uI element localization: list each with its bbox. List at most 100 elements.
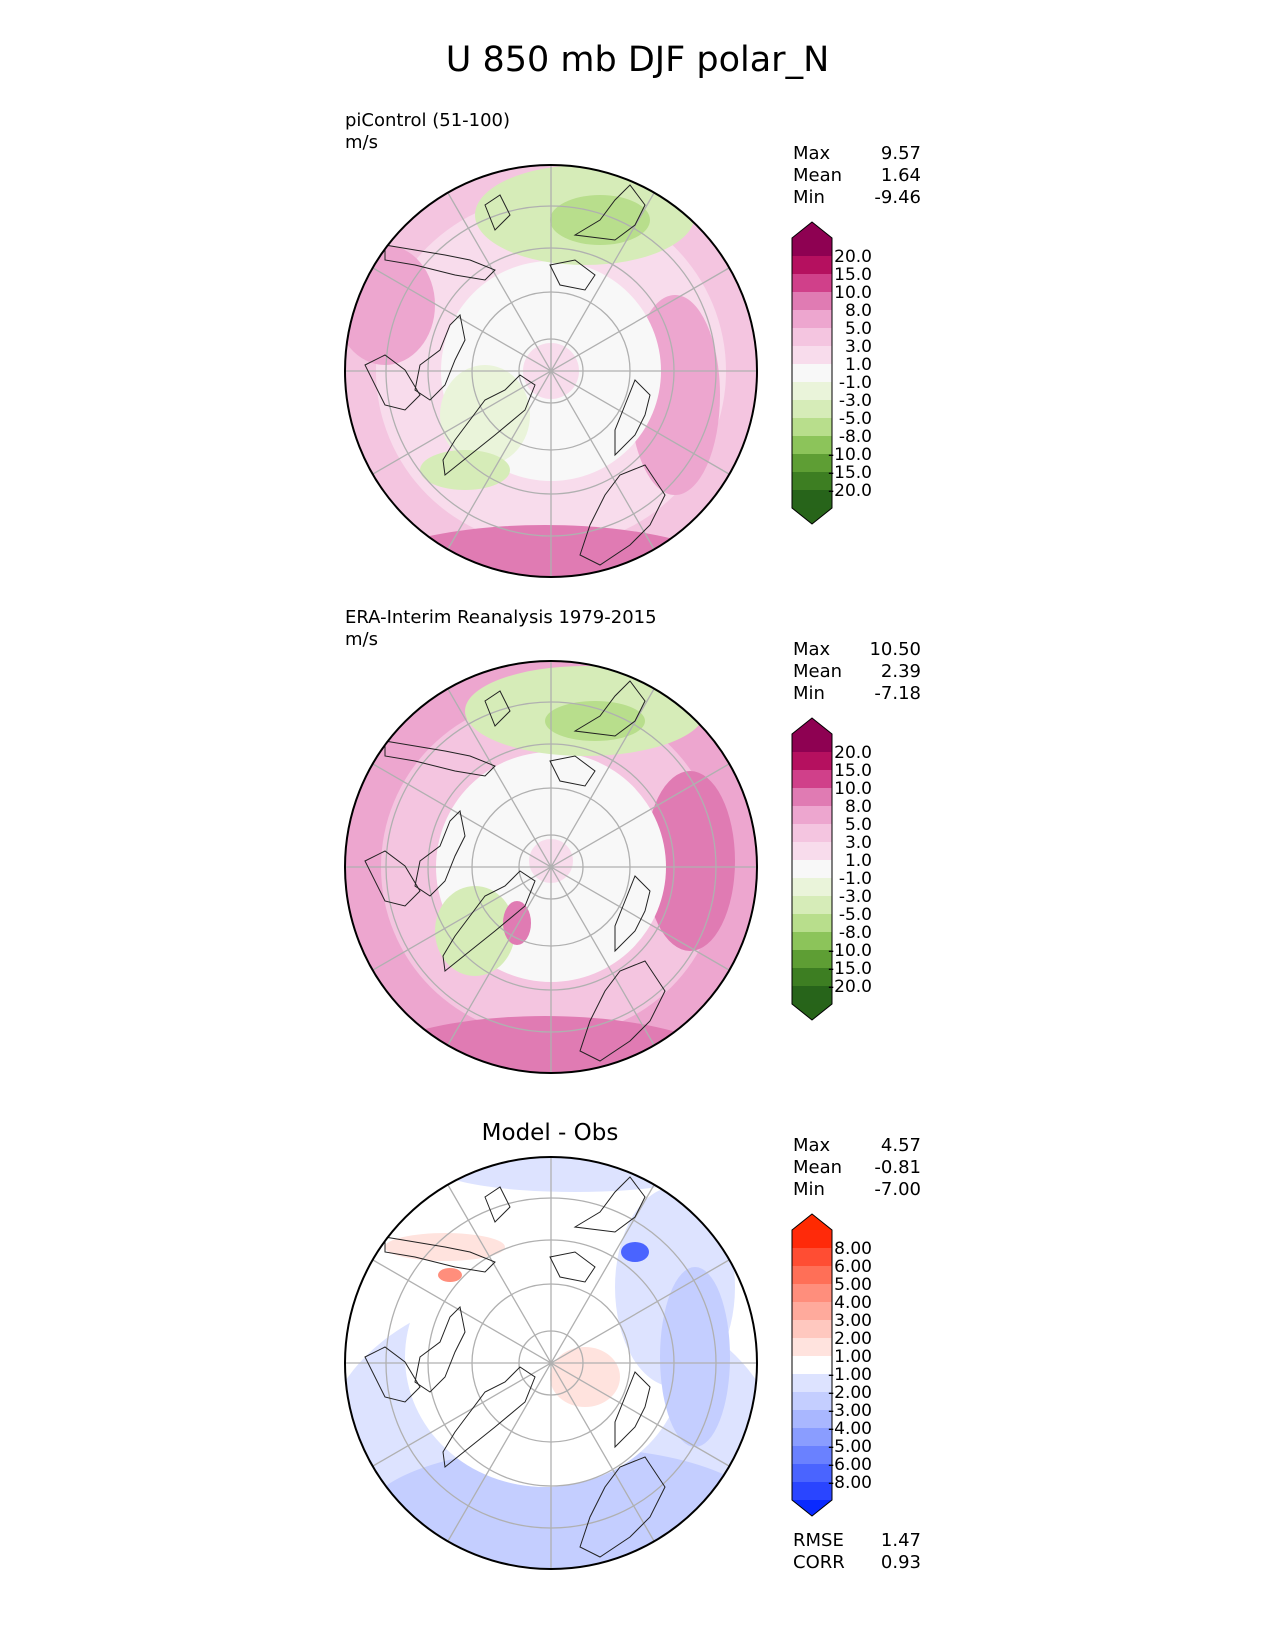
colorbar-under-extension bbox=[792, 1500, 832, 1516]
min-value: -7.00 bbox=[874, 1179, 921, 1200]
positive-spot-west bbox=[438, 1268, 462, 1282]
map-boundary bbox=[344, 660, 758, 1074]
colorbar-tick-label: -15.0 bbox=[828, 959, 872, 979]
graticule bbox=[345, 1157, 757, 1569]
panel-3-stats: Max 4.57 Mean -0.81 Min -7.00 bbox=[793, 1135, 921, 1201]
colorbar-tick-label: -5.00 bbox=[828, 1437, 872, 1457]
colorbar-segment bbox=[792, 1338, 832, 1357]
colorbar-tick-label: 20.0 bbox=[834, 247, 872, 267]
colorbar-segment bbox=[792, 382, 832, 401]
colorbar-segment bbox=[792, 454, 832, 473]
panel-3-metrics: RMSE 1.47 CORR 0.93 bbox=[793, 1530, 921, 1574]
colorbar-tick-label: 20.0 bbox=[834, 743, 872, 763]
colorbar-segment bbox=[792, 1248, 832, 1267]
colorbar-segment bbox=[792, 1284, 832, 1303]
panel-2-polar-map bbox=[344, 660, 758, 1074]
colorbar-tick-label: 3.00 bbox=[834, 1311, 872, 1331]
max-label: Max bbox=[793, 1135, 831, 1156]
max-value: 9.57 bbox=[880, 143, 921, 164]
colorbar-tick-label: 3.0 bbox=[845, 833, 872, 853]
colorbar-tick-label: 2.00 bbox=[834, 1329, 872, 1349]
colorbar-tick-label: -3.00 bbox=[828, 1401, 872, 1421]
colorbar-segment bbox=[792, 436, 832, 455]
colorbar-tick-label: 6.00 bbox=[834, 1257, 872, 1277]
colorbar-segment bbox=[792, 346, 832, 365]
colorbar-segment bbox=[792, 896, 832, 915]
panel-2-stats: Max 10.50 Mean 2.39 Min -7.18 bbox=[793, 639, 921, 705]
panel-2-title: ERA-Interim Reanalysis 1979-2015 bbox=[345, 607, 657, 628]
panel-3-title: Model - Obs bbox=[481, 1120, 619, 1146]
panel-1-units: m/s bbox=[345, 132, 378, 153]
colorbar-outline bbox=[791, 717, 833, 1021]
atlantic-sector-region bbox=[345, 245, 435, 365]
colorbar-segment bbox=[792, 1230, 832, 1249]
colorbar-segment bbox=[792, 490, 832, 509]
colorbar-segment bbox=[792, 1464, 832, 1483]
colorbar-tick-label: 10.0 bbox=[834, 283, 872, 303]
colorbar-tick-label: -8.0 bbox=[839, 427, 872, 447]
colorbar-segment bbox=[792, 1446, 832, 1465]
colorbar-tick-label: 5.00 bbox=[834, 1275, 872, 1295]
colorbar-segment bbox=[792, 1320, 832, 1339]
rmse-value: 1.47 bbox=[880, 1530, 921, 1551]
max-label: Max bbox=[793, 143, 831, 164]
colorbar-segment bbox=[792, 914, 832, 933]
colorbar-tick-label: 1.0 bbox=[845, 851, 872, 871]
colorbar-tick-label: -8.0 bbox=[839, 923, 872, 943]
colorbar-tick-label: -5.0 bbox=[839, 905, 872, 925]
panel-2-colorbar: 20.015.010.08.05.03.01.0-1.0-3.0-5.0-8.0… bbox=[791, 717, 872, 1021]
panel-1-colorbar: 20.015.010.08.05.03.01.0-1.0-3.0-5.0-8.0… bbox=[791, 221, 872, 525]
coastlines bbox=[364, 680, 666, 1062]
colorbar-segment bbox=[792, 274, 832, 293]
colorbar-segment bbox=[792, 418, 832, 437]
colorbar-under-extension bbox=[792, 508, 832, 524]
pacific-negative-core bbox=[660, 1267, 730, 1447]
graticule bbox=[345, 165, 757, 577]
map-boundary bbox=[344, 164, 758, 578]
colorbar-segment bbox=[792, 806, 832, 825]
colorbar-segment bbox=[792, 1392, 832, 1411]
panel-2-units: m/s bbox=[345, 629, 378, 650]
mean-label: Mean bbox=[793, 165, 843, 186]
colorbar-over-extension bbox=[792, 1214, 832, 1230]
colorbar-tick-label: -8.00 bbox=[828, 1473, 872, 1493]
colorbar-tick-label: 4.00 bbox=[834, 1293, 872, 1313]
panel-1-label: piControl (51-100) m/s bbox=[345, 110, 510, 154]
colorbar-segment bbox=[792, 1428, 832, 1447]
greenland-easterly bbox=[435, 886, 515, 976]
max-value: 10.50 bbox=[869, 639, 921, 660]
colorbar-segment bbox=[792, 932, 832, 951]
colorbar-tick-label: -2.00 bbox=[828, 1383, 872, 1403]
min-label: Min bbox=[793, 683, 825, 704]
colorbar-tick-label: -1.00 bbox=[828, 1365, 872, 1385]
colorbar-outline bbox=[791, 1213, 833, 1517]
mean-value: 2.39 bbox=[880, 661, 921, 682]
colorbar-tick-label: -20.0 bbox=[828, 481, 872, 501]
colorbar-segment bbox=[792, 472, 832, 491]
colorbar-tick-label: 5.0 bbox=[845, 319, 872, 339]
colorbar-segment bbox=[792, 788, 832, 807]
positive-region-pole bbox=[550, 1347, 620, 1407]
colorbar-segment bbox=[792, 734, 832, 753]
mean-value: 1.64 bbox=[880, 165, 921, 186]
colorbar-tick-label: -10.0 bbox=[828, 941, 872, 961]
colorbar-segment bbox=[792, 1482, 832, 1501]
mean-value: -0.81 bbox=[874, 1157, 921, 1178]
panel-1-title: piControl (51-100) bbox=[345, 110, 511, 131]
figure-title: U 850 mb DJF polar_N bbox=[445, 40, 830, 80]
max-value: 4.57 bbox=[880, 1135, 921, 1156]
colorbar-tick-label: -3.0 bbox=[839, 887, 872, 907]
colorbar-tick-label: 3.0 bbox=[845, 337, 872, 357]
colorbar-under-extension bbox=[792, 1004, 832, 1020]
mean-label: Mean bbox=[793, 661, 843, 682]
colorbar-segment bbox=[792, 878, 832, 897]
colorbar-tick-label: 8.0 bbox=[845, 301, 872, 321]
colorbar-segment bbox=[792, 238, 832, 257]
colorbar-tick-label: 8.0 bbox=[845, 797, 872, 817]
colorbar-tick-label: -5.0 bbox=[839, 409, 872, 429]
colorbar-segment bbox=[792, 328, 832, 347]
colorbar-segment bbox=[792, 860, 832, 879]
panel-1-polar-map bbox=[344, 164, 758, 578]
colorbar-segment bbox=[792, 824, 832, 843]
colorbar-segment bbox=[792, 1302, 832, 1321]
